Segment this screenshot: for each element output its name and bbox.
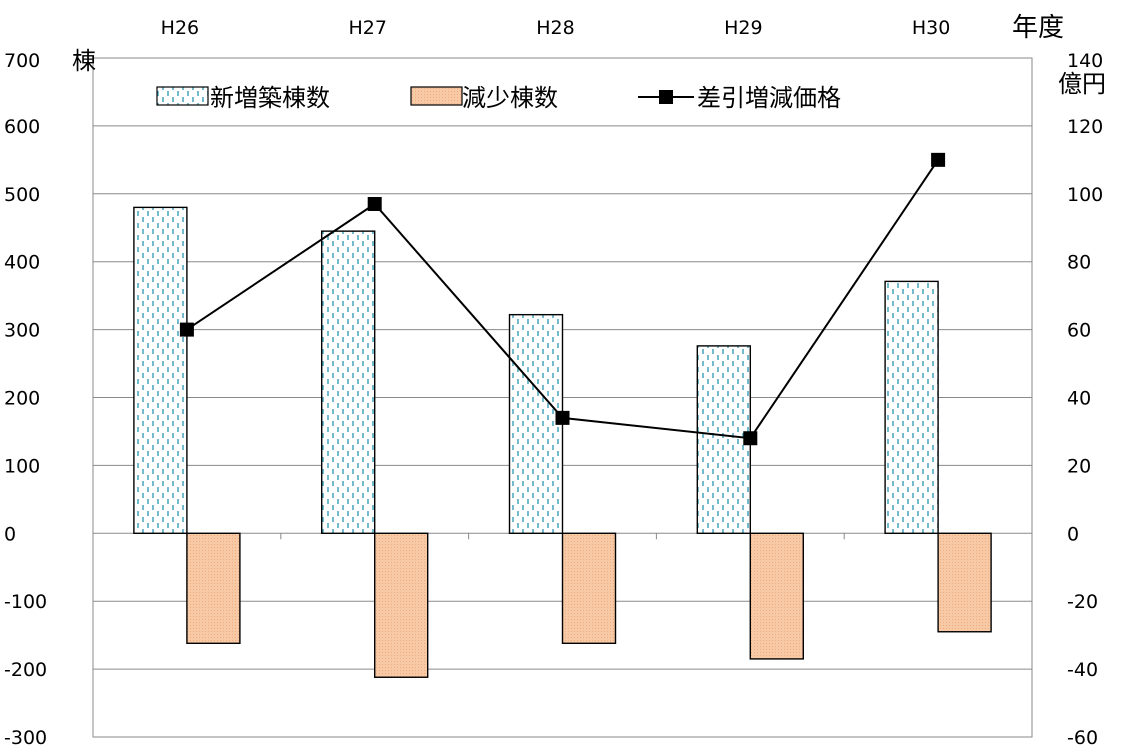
x-category-label: H27	[348, 17, 386, 39]
y-right-tick-label: -20	[1067, 591, 1098, 613]
line-marker	[179, 322, 194, 337]
y-left-tick-label: 700	[4, 50, 40, 72]
y-left-tick-label: 400	[4, 252, 40, 274]
y-right-unit-label: 億円	[1058, 70, 1106, 98]
y-right-tick-label: 140	[1067, 50, 1103, 72]
legend-label-decrease: 減少棟数	[462, 84, 558, 112]
legend-label-net-change: 差引増減価格	[697, 84, 841, 112]
bars-layer	[133, 206, 992, 678]
y-left-tick-label: 100	[4, 455, 40, 477]
y-left-tick-label: 300	[4, 320, 40, 342]
bar-decrease	[937, 532, 992, 633]
x-category-label: H29	[724, 17, 762, 39]
bar-new-buildings	[321, 230, 376, 535]
line-marker	[931, 152, 946, 167]
line-marker	[367, 196, 382, 211]
bar-decrease	[186, 532, 241, 644]
plot-frame	[92, 57, 1033, 738]
y-right-tick-label: 40	[1067, 388, 1091, 410]
legend-marker-net-change	[659, 90, 673, 104]
line-marker	[743, 431, 758, 446]
bar-new-buildings	[133, 206, 188, 535]
bar-new-buildings	[508, 313, 564, 534]
y-right-tick-label: 20	[1067, 455, 1091, 477]
bar-decrease	[561, 532, 617, 644]
y-left-tick-label: 500	[4, 184, 40, 206]
y-left-tick-label: 0	[4, 523, 16, 545]
y-left-unit-label: 棟	[72, 47, 96, 75]
x-category-label: H26	[161, 17, 199, 39]
y-right-tick-label: -40	[1067, 659, 1098, 681]
bar-new-buildings	[696, 345, 751, 535]
line-marker	[555, 410, 570, 425]
line-layer	[179, 152, 946, 446]
y-left-tick-label: 200	[4, 388, 40, 410]
legend-label-new-buildings: 新増築棟数	[210, 84, 330, 112]
x-category-label: H30	[912, 17, 950, 39]
y-left-tick-label: -100	[4, 591, 47, 613]
y-right-tick-label: 80	[1067, 252, 1091, 274]
y-left-tick-label: -200	[4, 659, 47, 681]
legend-swatch-new-buildings	[156, 86, 209, 106]
bar-decrease	[374, 532, 429, 678]
y-right-tick-label: 120	[1067, 116, 1103, 138]
x-unit-label: 年度	[1012, 13, 1064, 43]
y-right-tick-label: 60	[1067, 320, 1091, 342]
legend-swatch-decrease	[410, 86, 463, 106]
y-right-tick-label: 100	[1067, 184, 1103, 206]
x-category-label: H28	[536, 17, 574, 39]
y-left-tick-label: -300	[4, 727, 47, 749]
bar-new-buildings	[884, 280, 939, 534]
y-right-tick-label: 0	[1067, 523, 1079, 545]
legend: 新増築棟数 減少棟数 差引増減価格	[156, 84, 841, 112]
y-left-tick-label: 600	[4, 116, 40, 138]
axes-layer: -300-200-1000100200300400500600700-60-40…	[4, 13, 1106, 749]
y-right-tick-label: -60	[1067, 727, 1098, 749]
bar-decrease	[749, 532, 804, 660]
